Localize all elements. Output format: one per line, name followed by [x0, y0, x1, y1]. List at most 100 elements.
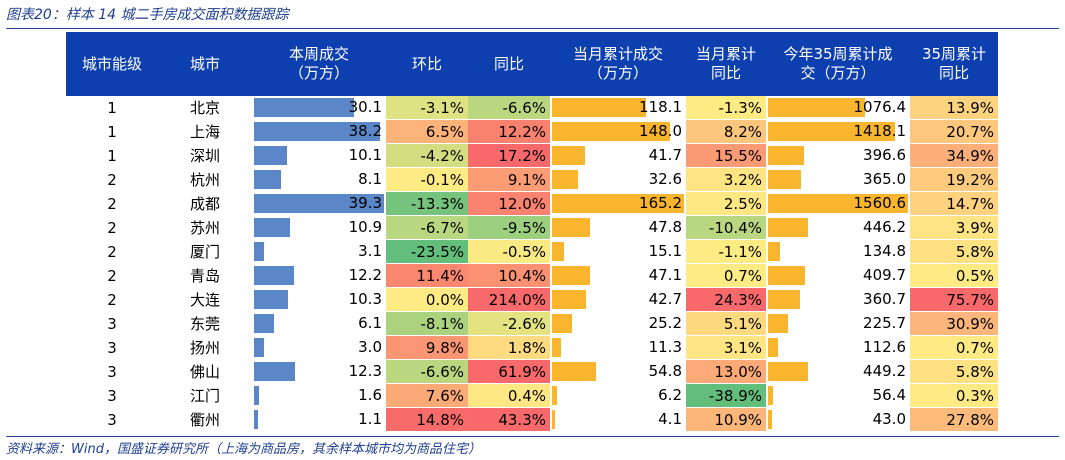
- value-weekly: 1.6: [358, 386, 382, 404]
- cell-month_yoy: -38.9%: [686, 383, 766, 408]
- value-ytd35: 225.7: [863, 314, 906, 332]
- bar-ytd35: [768, 362, 809, 381]
- cell-month_yoy: 2.5%: [686, 191, 766, 216]
- cell-yoy: 43.3%: [468, 407, 550, 432]
- cell-tier: 2: [66, 239, 158, 264]
- bar-ytd35: [768, 122, 896, 141]
- cell-ytd35_yoy: 14.7%: [910, 191, 998, 216]
- cell-ytd35: 1418.1: [766, 119, 910, 144]
- cell-ytd35: 396.6: [766, 143, 910, 168]
- cell-wow: -23.5%: [386, 239, 468, 264]
- cell-tier: 3: [66, 311, 158, 336]
- table-row: 1 北京 30.1 -3.1% -6.6% 118.1 -1.3% 1076.4 13.9%: [66, 96, 998, 120]
- cell-month_cum: 32.6: [550, 167, 686, 192]
- table-row: 1 上海 38.2 6.5% 12.2% 148.0 8.2% 1418.1 20.7%: [66, 119, 998, 144]
- bar-weekly: [254, 314, 275, 333]
- header-tier: 城市能级: [66, 32, 158, 96]
- bar-ytd35: [768, 314, 789, 333]
- value-ytd35: 112.6: [863, 338, 906, 356]
- table-row: 2 青岛 12.2 11.4% 10.4% 47.1 0.7% 409.7 0.5%: [66, 263, 998, 288]
- cell-ytd35_yoy: 30.9%: [910, 311, 998, 336]
- cell-weekly: 8.1: [252, 167, 386, 192]
- cell-ytd35_yoy: 27.8%: [910, 407, 998, 432]
- bar-ytd35: [768, 218, 809, 237]
- cell-city: 扬州: [158, 335, 252, 360]
- cell-month_yoy: -1.3%: [686, 96, 766, 120]
- value-month_cum: 11.3: [648, 338, 682, 356]
- header-yoy: 同比: [468, 32, 550, 96]
- cell-tier: 2: [66, 263, 158, 288]
- cell-month_cum: 25.2: [550, 311, 686, 336]
- cell-month_cum: 47.8: [550, 215, 686, 240]
- cell-month_yoy: 10.9%: [686, 407, 766, 432]
- cell-weekly: 12.2: [252, 263, 386, 288]
- bar-weekly: [254, 338, 264, 357]
- cell-weekly: 1.1: [252, 407, 386, 432]
- value-month_cum: 165.2: [639, 194, 682, 212]
- value-ytd35: 56.4: [872, 386, 906, 404]
- cell-weekly: 39.3: [252, 191, 386, 216]
- header-city-line: 城市: [189, 54, 220, 73]
- cell-ytd35_yoy: 5.8%: [910, 239, 998, 264]
- bar-month_cum: [552, 122, 671, 141]
- cell-yoy: 10.4%: [468, 263, 550, 288]
- cell-tier: 2: [66, 287, 158, 312]
- value-weekly: 3.1: [358, 242, 382, 260]
- cell-tier: 3: [66, 335, 158, 360]
- cell-wow: 11.4%: [386, 263, 468, 288]
- value-weekly: 38.2: [348, 122, 382, 140]
- value-weekly: 30.1: [348, 98, 382, 116]
- bar-month_cum: [552, 98, 647, 117]
- cell-city: 青岛: [158, 263, 252, 288]
- cell-ytd35: 360.7: [766, 287, 910, 312]
- cell-city: 深圳: [158, 143, 252, 168]
- table-row: 3 江门 1.6 7.6% 0.4% 6.2 -38.9% 56.4 0.3%: [66, 383, 998, 408]
- table-row: 2 大连 10.3 0.0% 214.0% 42.7 24.3% 360.7 75.7%: [66, 287, 998, 312]
- cell-city: 大连: [158, 287, 252, 312]
- value-ytd35: 1076.4: [853, 98, 907, 116]
- cell-month_yoy: 3.1%: [686, 335, 766, 360]
- bar-month_cum: [552, 362, 596, 381]
- header-month_yoy: 当月累计 同比: [686, 32, 766, 96]
- cell-month_yoy: -10.4%: [686, 215, 766, 240]
- cell-yoy: -0.5%: [468, 239, 550, 264]
- cell-month_cum: 15.1: [550, 239, 686, 264]
- value-month_cum: 4.1: [658, 410, 682, 428]
- bar-ytd35: [768, 290, 801, 309]
- bar-month_cum: [552, 290, 587, 309]
- table-row: 2 成都 39.3 -13.3% 12.0% 165.2 2.5% 1560.6 14.7%: [66, 191, 998, 216]
- bar-weekly: [254, 218, 291, 237]
- bar-month_cum: [552, 242, 565, 261]
- cell-ytd35_yoy: 19.2%: [910, 167, 998, 192]
- cell-city: 衢州: [158, 407, 252, 432]
- table-row: 2 杭州 8.1 -0.1% 9.1% 32.6 3.2% 365.0 19.2%: [66, 167, 998, 192]
- cell-weekly: 30.1: [252, 96, 386, 120]
- value-month_cum: 15.1: [648, 242, 682, 260]
- cell-month_yoy: 13.0%: [686, 359, 766, 384]
- value-month_cum: 41.7: [648, 146, 682, 164]
- cell-tier: 1: [66, 96, 158, 120]
- value-ytd35: 409.7: [863, 266, 906, 284]
- bar-month_cum: [552, 194, 684, 213]
- cell-ytd35: 225.7: [766, 311, 910, 336]
- header-weekly-line: 本周成交: [288, 45, 349, 63]
- cell-weekly: 1.6: [252, 383, 386, 408]
- bar-ytd35: [768, 266, 805, 285]
- cell-weekly: 10.1: [252, 143, 386, 168]
- cell-yoy: 1.8%: [468, 335, 550, 360]
- value-month_cum: 118.1: [639, 98, 682, 116]
- cell-month_cum: 54.8: [550, 359, 686, 384]
- bar-month_cum: [552, 218, 591, 237]
- cell-ytd35: 365.0: [766, 167, 910, 192]
- value-weekly: 8.1: [358, 170, 382, 188]
- cell-month_cum: 6.2: [550, 383, 686, 408]
- table-body: 1 北京 30.1 -3.1% -6.6% 118.1 -1.3% 1076.4 13.9% 1 上…: [66, 96, 998, 432]
- value-weekly: 10.3: [348, 290, 382, 308]
- cell-ytd35_yoy: 75.7%: [910, 287, 998, 312]
- header-ytd35_yoy: 35周累计 同比: [910, 32, 998, 96]
- bar-month_cum: [552, 170, 579, 189]
- value-weekly: 6.1: [358, 314, 382, 332]
- bar-ytd35: [768, 338, 779, 357]
- cell-tier: 3: [66, 359, 158, 384]
- bar-weekly: [254, 386, 260, 405]
